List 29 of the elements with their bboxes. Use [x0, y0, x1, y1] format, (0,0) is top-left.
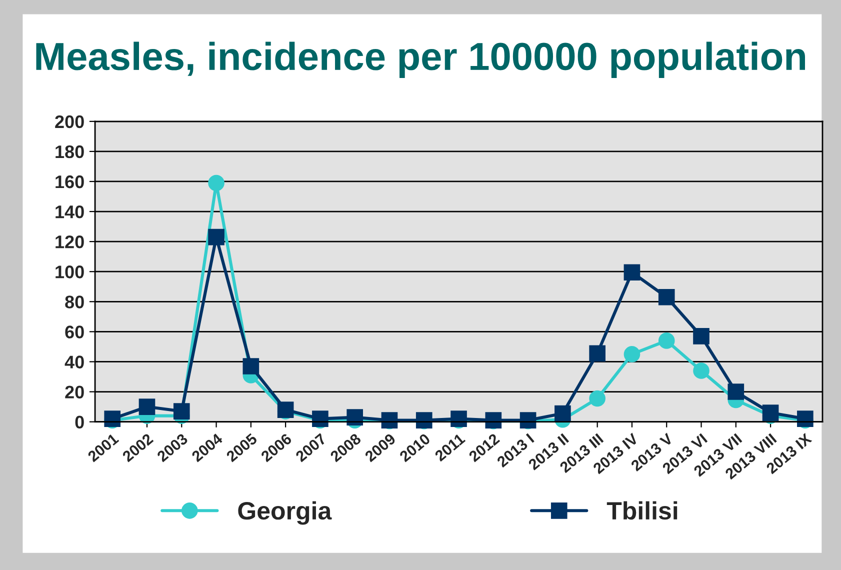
y-tick-label: 100	[56, 266, 84, 278]
legend-label: Georgia	[238, 501, 332, 525]
point	[624, 346, 640, 362]
y-tick-label: 200	[55, 115, 84, 128]
point	[624, 264, 640, 281]
y-tick-label: 80	[65, 296, 84, 308]
y-tick-label: 20	[65, 386, 84, 398]
point	[242, 358, 260, 374]
y-tick-label: 40	[64, 356, 84, 368]
legend-label: Tbilisi	[606, 501, 678, 520]
point	[589, 345, 606, 362]
point	[208, 228, 224, 246]
point	[693, 362, 710, 379]
y-tick-label: 0	[75, 416, 84, 429]
y-tick-label: 180	[56, 145, 84, 158]
y-tick-label: 140	[56, 205, 84, 218]
point	[208, 174, 224, 192]
point	[693, 328, 710, 344]
point	[658, 332, 675, 349]
point	[728, 384, 744, 400]
point	[554, 405, 571, 422]
chart-title: Measles, incidence per 100000 population	[36, 42, 806, 78]
point	[138, 398, 156, 415]
y-tick-label: 60	[65, 326, 84, 338]
point	[173, 403, 190, 420]
point	[589, 390, 606, 407]
y-tick-label: 120	[56, 236, 84, 248]
y-tick-label: 160	[56, 175, 84, 188]
point	[658, 288, 675, 306]
